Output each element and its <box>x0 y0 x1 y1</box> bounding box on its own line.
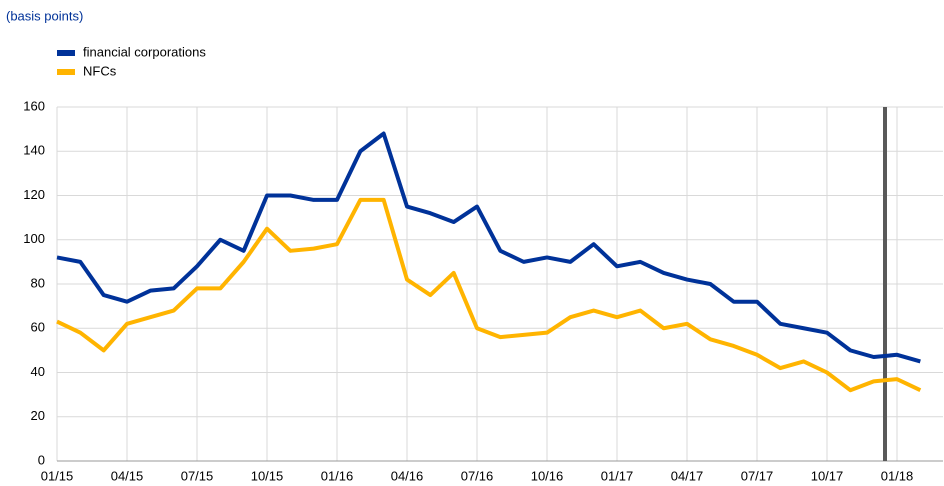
y-tick-label: 120 <box>23 187 45 202</box>
x-tick-label: 07/17 <box>741 468 774 483</box>
x-tick-label: 10/15 <box>251 468 284 483</box>
subtitle: (basis points) <box>6 8 83 23</box>
y-tick-label: 60 <box>31 320 45 335</box>
line-series <box>56 131 921 364</box>
legend-label: financial corporations <box>83 44 206 59</box>
y-tick-label: 0 <box>38 452 45 467</box>
x-tick-label: 10/16 <box>531 468 564 483</box>
x-tick-label: 04/15 <box>111 468 144 483</box>
x-tick-label: 01/15 <box>41 468 74 483</box>
x-tick-label: 01/16 <box>321 468 354 483</box>
line-series <box>56 197 922 393</box>
y-tick-label: 80 <box>31 275 45 290</box>
x-tick-label: 04/16 <box>391 468 424 483</box>
y-tick-label: 140 <box>23 143 45 158</box>
y-tick-label: 160 <box>23 98 45 113</box>
y-tick-label: 100 <box>23 231 45 246</box>
legend-swatch <box>57 69 75 75</box>
legend-swatch <box>57 50 75 56</box>
x-tick-label: 01/17 <box>601 468 634 483</box>
x-tick-label: 04/17 <box>671 468 704 483</box>
legend-label: NFCs <box>83 63 117 78</box>
y-tick-label: 40 <box>31 364 45 379</box>
x-tick-label: 10/17 <box>811 468 844 483</box>
y-tick-label: 20 <box>31 408 45 423</box>
x-tick-label: 01/18 <box>881 468 914 483</box>
x-tick-label: 07/16 <box>461 468 494 483</box>
x-tick-label: 07/15 <box>181 468 214 483</box>
